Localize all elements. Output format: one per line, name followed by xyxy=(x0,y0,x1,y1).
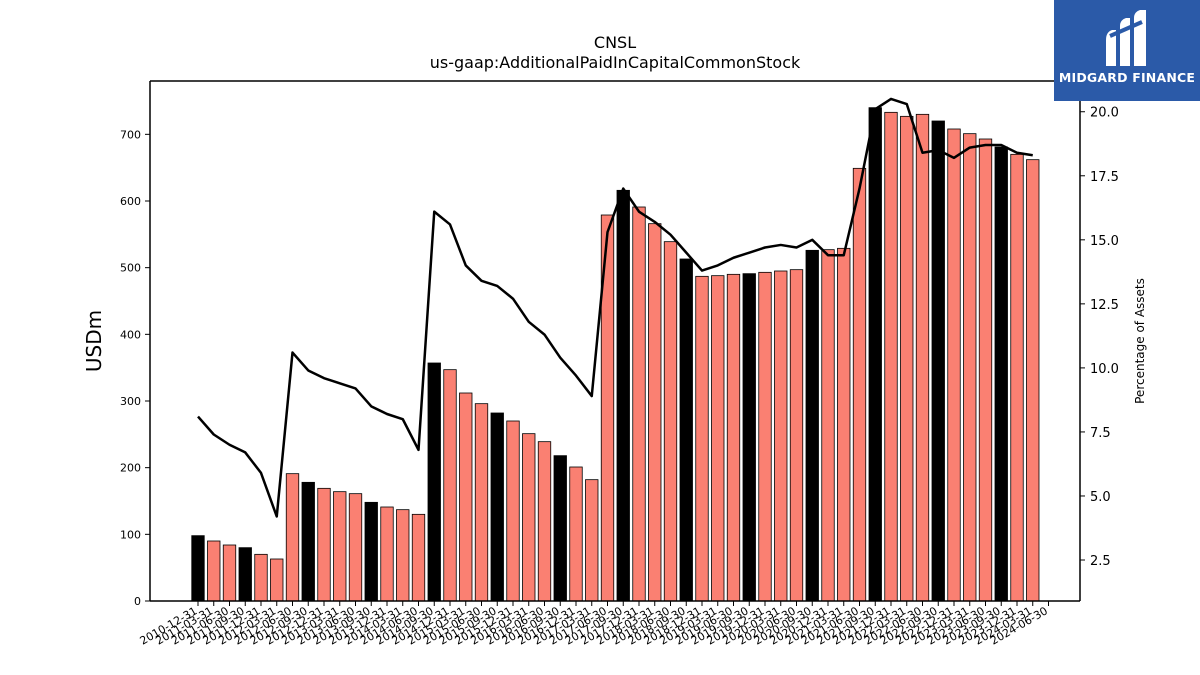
y2-tick-label: 10.0 xyxy=(1090,362,1119,377)
chart-title: CNSL xyxy=(594,33,636,52)
bar-2015-06-30 xyxy=(474,403,489,602)
bar-2010-12-31 xyxy=(191,535,205,602)
bar-2014-03-31 xyxy=(396,509,410,602)
bar-2018-03-31 xyxy=(648,223,662,602)
bar-2017-12-31 xyxy=(632,206,646,602)
bar-2020-06-30 xyxy=(789,269,804,602)
y2-tick-label: 5.0 xyxy=(1090,490,1111,505)
bar-2023-06-30 xyxy=(978,138,993,602)
bar-2018-06-30 xyxy=(663,241,678,602)
bar-series xyxy=(191,107,1040,602)
axes: 0 100 200 300 400 500 600 700 2.5 5.0 7.5 10.0 12.5 1… xyxy=(120,80,1119,648)
bar-2013-12-31 xyxy=(380,506,394,602)
chart-subtitle: us-gaap:AdditionalPaidInCapitalCommonSto… xyxy=(430,53,801,72)
bar-2012-09-30 xyxy=(301,481,315,602)
bar-2015-09-30 xyxy=(490,412,504,602)
bar-2020-09-30 xyxy=(805,249,819,602)
bar-2016-06-30 xyxy=(537,441,552,602)
bar-2016-12-31 xyxy=(569,466,583,602)
bar-2023-09-30 xyxy=(994,146,1008,602)
y2-tick-label: 15.0 xyxy=(1090,234,1119,249)
y-tick-label: 400 xyxy=(120,328,141,341)
y-tick-label: 300 xyxy=(120,395,141,408)
bar-2013-09-30 xyxy=(364,501,378,602)
y2-tick-label: 20.0 xyxy=(1090,106,1119,121)
y-axis-label: USDm xyxy=(82,310,106,372)
y-tick-label: 700 xyxy=(120,128,141,141)
bar-2021-06-30 xyxy=(852,167,867,602)
bar-2012-12-31 xyxy=(317,487,331,602)
y2-tick-label: 17.5 xyxy=(1090,170,1119,185)
bar-2012-03-31 xyxy=(270,558,284,602)
bar-2017-09-30 xyxy=(616,189,630,602)
bar-2020-12-31 xyxy=(821,249,835,602)
bar-2020-03-31 xyxy=(774,270,788,602)
y2-tick-label: 7.5 xyxy=(1090,426,1111,441)
bar-2019-12-31 xyxy=(758,271,772,602)
bar-2019-03-31 xyxy=(711,275,725,602)
bar-2011-09-30 xyxy=(238,547,252,602)
bar-2018-12-31 xyxy=(695,275,709,602)
logo-text: MIDGARD FINANCE xyxy=(1058,70,1196,85)
bar-2011-12-31 xyxy=(254,553,268,602)
bar-2015-12-31 xyxy=(506,420,520,602)
bar-2022-09-30 xyxy=(931,120,945,602)
bar-2018-09-30 xyxy=(679,258,693,602)
bar-2022-03-31 xyxy=(900,115,914,602)
bar-2023-03-31 xyxy=(963,133,977,602)
bar-2022-06-30 xyxy=(915,113,930,602)
bar-2022-12-31 xyxy=(947,128,961,602)
midgard-finance-logo: MIDGARD FINANCE xyxy=(1054,0,1200,101)
line-series xyxy=(197,97,1033,518)
bar-2019-09-30 xyxy=(742,273,756,602)
bar-2014-09-30 xyxy=(427,362,441,602)
bar-2021-12-31 xyxy=(884,111,898,602)
bar-2014-06-30 xyxy=(411,513,426,602)
bar-2012-06-30 xyxy=(285,473,300,602)
y-tick-label: 600 xyxy=(120,195,141,208)
percentage-of-assets-line xyxy=(197,97,1033,518)
logo-mark-icon xyxy=(1106,10,1146,66)
bar-2011-06-30 xyxy=(222,544,237,602)
y-tick-label: 100 xyxy=(120,528,141,541)
bar-2023-12-31 xyxy=(1010,153,1024,602)
y2-tick-label: 12.5 xyxy=(1090,298,1119,313)
bar-2016-09-30 xyxy=(553,455,567,602)
bar-2019-06-30 xyxy=(726,273,741,602)
bar-2013-03-31 xyxy=(333,491,347,602)
bar-2021-09-30 xyxy=(868,107,882,602)
bar-2014-12-31 xyxy=(443,369,457,602)
y-tick-label: 500 xyxy=(120,262,141,275)
bar-2017-03-31 xyxy=(585,479,599,602)
bar-2011-03-31 xyxy=(207,540,221,602)
bar-2015-03-31 xyxy=(459,392,473,602)
bar-2013-06-30 xyxy=(348,493,363,602)
bar-2021-03-31 xyxy=(837,247,851,602)
y-tick-label: 200 xyxy=(120,462,141,475)
bar-2016-03-31 xyxy=(522,433,536,602)
y2-axis-label: Percentage of Assets xyxy=(1133,278,1147,404)
y-tick-label: 0 xyxy=(134,595,141,608)
bar-2024-03-31 xyxy=(1026,159,1040,602)
y2-tick-label: 2.5 xyxy=(1090,554,1111,569)
